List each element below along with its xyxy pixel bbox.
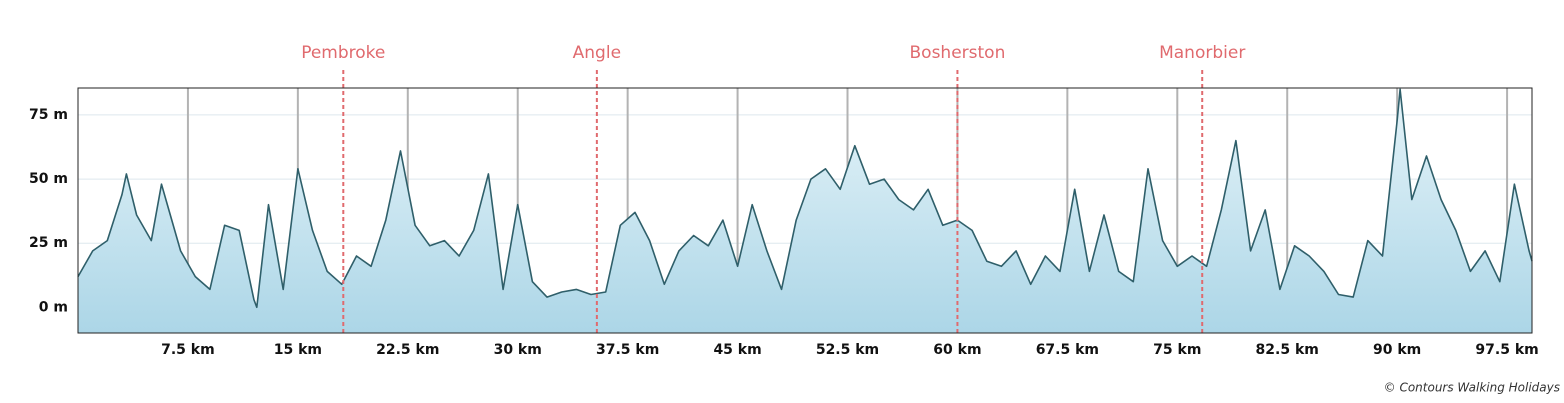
x-tick-label: 7.5 km [161,342,215,358]
x-tick-label: 15 km [274,342,322,358]
x-tick-label: 97.5 km [1475,342,1538,358]
place-label: Manorbier [1159,43,1245,63]
y-tick-label: 25 m [29,235,68,251]
x-tick-label: 75 km [1153,342,1201,358]
credit: © Contours Walking Holidays [1384,381,1560,395]
elevation-area [78,89,1532,333]
x-tick-label: 67.5 km [1036,342,1099,358]
place-label: Bosherston [910,43,1006,63]
place-label: Angle [573,43,621,63]
x-tick-label: 82.5 km [1256,342,1319,358]
x-tick-label: 52.5 km [816,342,879,358]
x-tick-label: 30 km [494,342,542,358]
x-tick-label: 60 km [933,342,981,358]
elevation-line [77,88,1533,309]
y-tick-label: 50 m [29,171,68,187]
place-label: Pembroke [301,43,385,63]
y-tick-label: 75 m [29,107,68,123]
x-tick-label: 37.5 km [596,342,659,358]
x-tick-label: 45 km [713,342,761,358]
y-tick-label: 0 m [39,299,68,315]
x-tick-label: 22.5 km [376,342,439,358]
plot-border [77,87,1533,334]
x-tick-label: 90 km [1373,342,1421,358]
